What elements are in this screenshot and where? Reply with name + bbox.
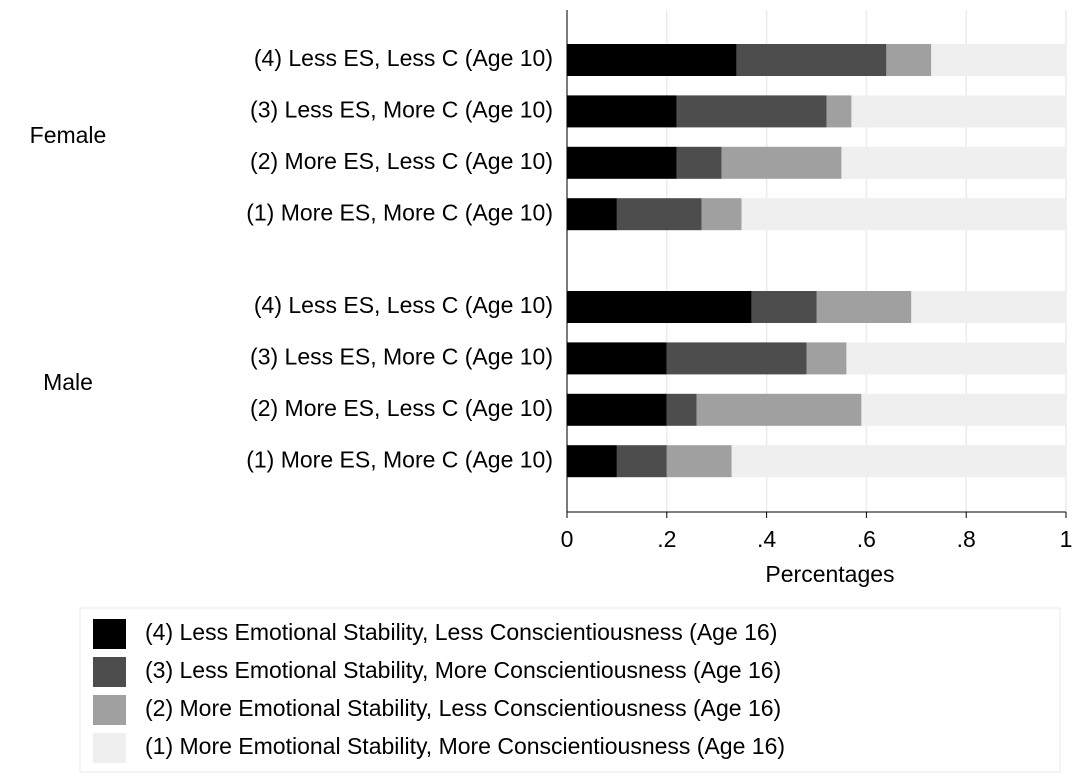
x-tick-label: .8 — [957, 526, 976, 552]
bar-segment — [851, 95, 1066, 128]
legend-box — [79, 607, 1061, 773]
bar-segment — [826, 95, 852, 128]
bar-segment — [701, 198, 742, 231]
bar-segment — [846, 342, 1066, 375]
bar-segment — [567, 342, 667, 375]
legend-label: (4) Less Emotional Stability, Less Consc… — [145, 619, 777, 645]
x-axis-label: Percentages — [765, 561, 894, 587]
legend-swatch — [93, 733, 126, 763]
bar-segment — [696, 393, 862, 426]
legend-swatch — [93, 619, 126, 649]
legend-swatch — [93, 695, 126, 725]
bar-segment — [666, 393, 697, 426]
legend-label: (3) Less Emotional Stability, More Consc… — [145, 657, 781, 683]
bar-segment — [616, 445, 667, 478]
bar-segment — [567, 95, 677, 128]
bar-segment — [567, 393, 667, 426]
y-tick-label: (1) More ES, More C (Age 10) — [246, 446, 553, 472]
x-tick-label: 0 — [561, 526, 574, 552]
bar-segment — [676, 146, 722, 179]
bar-segment — [567, 291, 752, 323]
bar-segment — [721, 146, 842, 179]
bar-segment — [861, 393, 1066, 426]
y-tick-label: (3) Less ES, More C (Age 10) — [250, 343, 553, 369]
x-tick-label: 1 — [1060, 526, 1073, 552]
bar-segment — [841, 146, 1066, 179]
legend-label: (2) More Emotional Stability, Less Consc… — [145, 695, 781, 721]
bar-segment — [567, 44, 737, 76]
x-tick-label: .4 — [757, 526, 776, 552]
y-tick-label: (2) More ES, Less C (Age 10) — [250, 148, 553, 174]
bar-segment — [567, 146, 677, 179]
y-tick-label: (1) More ES, More C (Age 10) — [246, 199, 553, 225]
bar-segment — [886, 44, 932, 76]
group-label: Female — [30, 122, 107, 148]
y-tick-label: (2) More ES, Less C (Age 10) — [250, 395, 553, 421]
legend-label: (1) More Emotional Stability, More Consc… — [145, 733, 785, 759]
bar-segment — [666, 342, 807, 375]
y-tick-label: (4) Less ES, Less C (Age 10) — [254, 45, 553, 71]
bar-segment — [666, 445, 732, 478]
y-tick-label: (3) Less ES, More C (Age 10) — [250, 96, 553, 122]
bar-segment — [751, 291, 817, 323]
x-tick-label: .2 — [657, 526, 676, 552]
legend-swatch — [93, 657, 126, 687]
bar-segment — [731, 445, 1066, 478]
y-tick-label: (4) Less ES, Less C (Age 10) — [254, 292, 553, 318]
bar-segment — [816, 291, 912, 323]
bar-segment — [741, 198, 1066, 231]
bar-segment — [736, 44, 887, 76]
bar-segment — [567, 198, 617, 231]
bar-segment — [616, 198, 702, 231]
bar-segment — [931, 44, 1066, 76]
group-label: Male — [43, 369, 93, 395]
bar-segment — [806, 342, 847, 375]
bar-segment — [676, 95, 827, 128]
bar-segment — [911, 291, 1066, 323]
x-tick-label: .6 — [857, 526, 876, 552]
bar-segment — [567, 445, 617, 478]
